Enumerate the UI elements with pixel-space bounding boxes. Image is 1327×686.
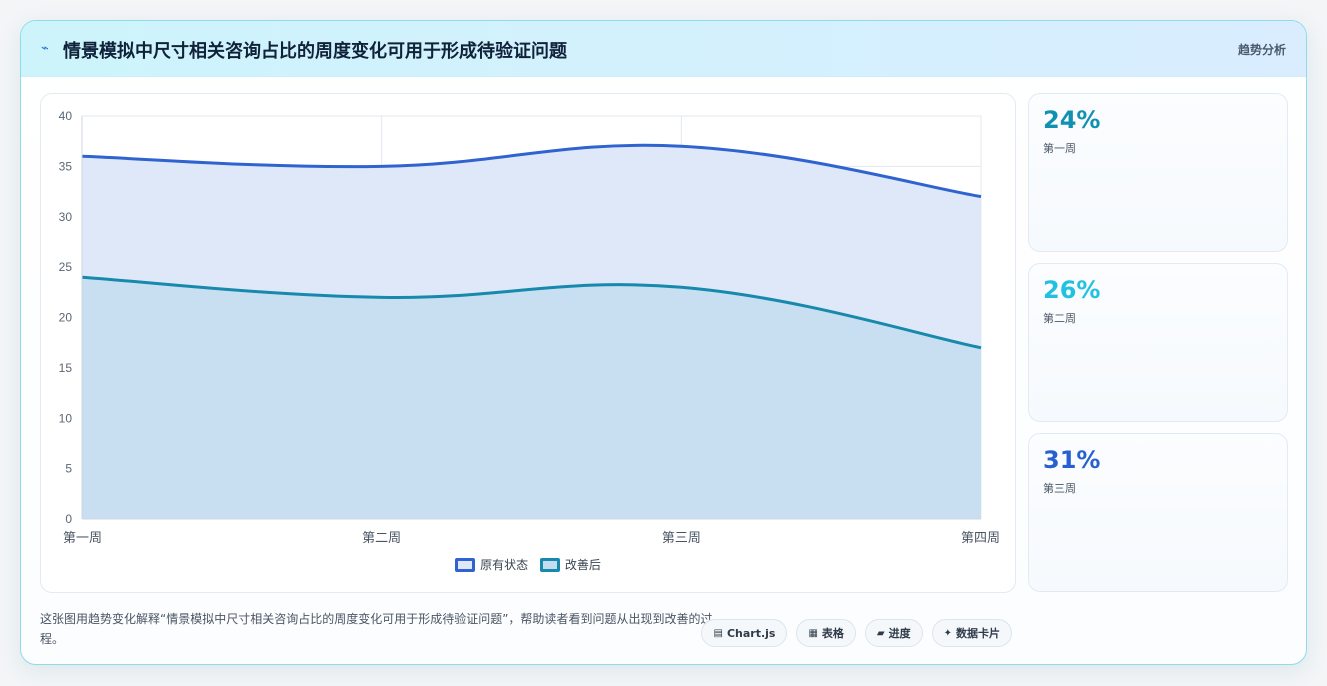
y-tick-label: 20	[59, 311, 73, 325]
y-tick-label: 35	[59, 159, 73, 173]
series-line-0	[81, 143, 982, 199]
sparkle-icon: ⌁	[41, 41, 49, 56]
y-tick-label: 0	[65, 512, 72, 526]
chip-progress[interactable]: ▰ 进度	[864, 619, 923, 647]
chart-icon: ▤	[713, 627, 723, 639]
chart-card: ⌁ 情景模拟中尺寸相关咨询占比的周度变化可用于形成待验证问题 趋势分析 0 5 10…	[20, 20, 1307, 665]
y-tick-label: 5	[65, 462, 72, 476]
trend-analysis-tag: 趋势分析	[1237, 43, 1286, 57]
chip-label: Chart.js	[726, 626, 776, 640]
stat-value: 31%	[1043, 446, 1101, 474]
y-tick-label: 25	[59, 260, 73, 274]
legend-swatch-original	[455, 557, 476, 572]
chart-title: 情景模拟中尺寸相关咨询占比的周度变化可用于形成待验证问题	[63, 41, 567, 62]
chip-label: 表格	[821, 627, 844, 640]
chart-legend: 原有状态 改善后	[41, 556, 1015, 575]
legend-swatch-improved	[539, 557, 560, 572]
chart-description: 这张图用趋势变化解释“情景模拟中尺寸相关咨询占比的周度变化可用于形成待验证问题”…	[40, 612, 713, 646]
y-tick-label: 15	[59, 361, 73, 375]
feature-chips: ▤ Chart.js ▦ 表格 ▰ 进度 ✦ 数据卡片	[701, 619, 1012, 647]
table-icon: ▦	[808, 627, 818, 639]
area-chart: 0 5 10 15 20 25 30 35 40 第一周 第二周 第三周 第四周	[59, 109, 1000, 546]
stat-card-week1: 24% 第一周	[1028, 93, 1288, 252]
chip-data-card[interactable]: ✦ 数据卡片	[931, 619, 1012, 647]
progress-icon: ▰	[876, 627, 885, 639]
stat-value: 24%	[1043, 106, 1101, 134]
legend-label-original: 原有状态	[480, 558, 529, 572]
series-line-1	[81, 275, 982, 350]
stat-value: 26%	[1043, 276, 1101, 304]
y-tick-label: 10	[59, 411, 73, 425]
y-tick-label: 30	[59, 210, 73, 224]
stat-card-week3: 31% 第三周	[1028, 433, 1288, 592]
card-header: ⌁ 情景模拟中尺寸相关咨询占比的周度变化可用于形成待验证问题 趋势分析	[21, 21, 1306, 77]
x-tick-label: 第二周	[362, 531, 401, 546]
chip-table[interactable]: ▦ 表格	[796, 619, 856, 647]
legend-item-improved[interactable]: 改善后	[539, 556, 601, 573]
stat-card-week2: 26% 第二周	[1028, 263, 1288, 422]
chart-panel: 0 5 10 15 20 25 30 35 40 第一周 第二周 第三周 第四周 原有状态 改善后	[40, 93, 1016, 593]
x-tick-label: 第四周	[961, 531, 1000, 546]
y-tick-label: 40	[59, 109, 73, 123]
sparkle-icon: ✦	[943, 627, 952, 639]
stat-label: 第一周	[1043, 142, 1076, 155]
stat-label: 第三周	[1043, 482, 1076, 495]
stat-label: 第二周	[1043, 312, 1076, 325]
legend-item-original[interactable]: 原有状态	[455, 556, 528, 573]
x-tick-label: 第三周	[662, 531, 701, 546]
series-area-1	[82, 277, 981, 519]
legend-label-improved: 改善后	[564, 558, 601, 572]
chip-chartjs[interactable]: ▤ Chart.js	[701, 619, 788, 647]
x-tick-label: 第一周	[63, 531, 102, 546]
chip-label: 数据卡片	[956, 627, 1000, 640]
chip-label: 进度	[888, 627, 911, 640]
